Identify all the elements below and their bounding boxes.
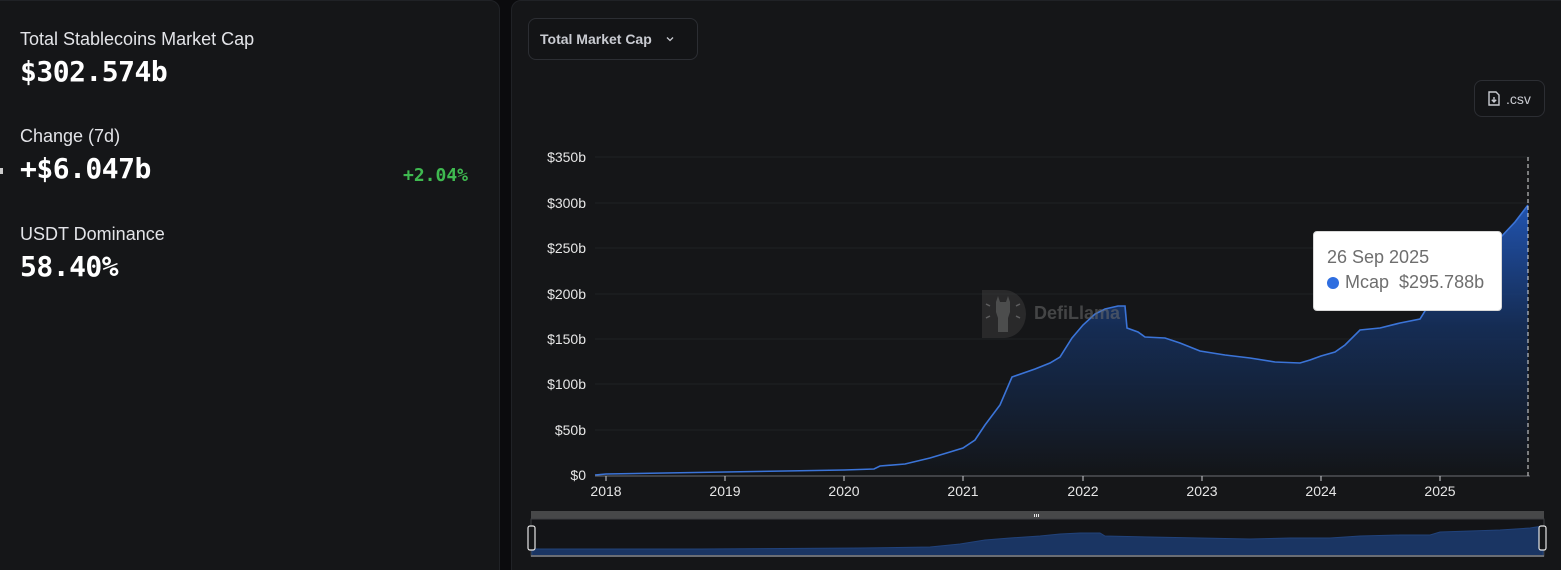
csv-label: .csv [1506,90,1531,107]
x-tick: 2022 [1067,483,1098,499]
y-tick: $300b [547,195,586,211]
tooltip-row: Mcap $295.788b [1327,272,1501,293]
mcap-line [594,204,1529,476]
stats-panel [0,0,500,570]
metric-select[interactable]: Total Market Cap [528,18,698,60]
usdt-dominance-label: USDT Dominance [20,224,165,244]
x-tick: 2024 [1305,483,1336,499]
tooltip-date: 26 Sep 2025 [1327,247,1430,267]
x-axis-ticks [605,476,1441,481]
total-mcap-label: Total Stablecoins Market Cap [20,29,255,49]
x-tick: 2021 [947,483,978,499]
y-tick: $0 [570,467,586,483]
tooltip-series-name: Mcap [1345,272,1390,292]
change-7d-value: +$6.047b [20,152,151,185]
watermark-text: DefiLlama [1034,302,1121,323]
tooltip-value: $295.788b [1399,272,1485,292]
slider-handle-left[interactable] [527,525,536,551]
y-tick: $250b [547,240,586,256]
range-slider[interactable] [527,511,1547,557]
change-7d-stat: Change (7d) +$6.047b [20,126,151,185]
total-mcap-value: $302.574b [20,55,168,88]
change-7d-label: Change (7d) [20,126,121,146]
x-tick: 2023 [1186,483,1217,499]
y-tick: $150b [547,331,586,347]
total-mcap-stat: Total Stablecoins Market Cap $302.574b [20,29,254,88]
x-tick: 2019 [709,483,740,499]
y-tick: $50b [555,422,586,438]
y-tick: $350b [547,149,586,165]
slider-handle-right[interactable] [1538,525,1547,551]
slider-top-bar[interactable] [531,511,1544,519]
chart-tooltip: 26 Sep 2025 Mcap $295.788b [1313,231,1502,311]
change-7d-percent: +2.04% [403,165,469,186]
usdt-dominance-value: 58.40% [20,250,119,283]
y-tick: $200b [547,286,586,302]
usdt-dominance-stat: USDT Dominance 58.40% [20,224,165,283]
x-tick: 2018 [590,483,621,499]
file-download-icon [1488,91,1500,106]
mcap-area [595,205,1528,475]
y-tick: $100b [547,376,586,392]
x-axis-labels: 2018 2019 2020 2021 2022 2023 2024 2025 [590,483,1455,499]
series-dot-icon [1327,276,1339,289]
download-csv-button[interactable]: .csv [1474,80,1545,117]
x-tick: 2020 [828,483,859,499]
chevron-down-icon [666,37,674,42]
slider-preview-area [531,525,1544,557]
collapse-handle[interactable] [0,168,3,174]
metric-select-label: Total Market Cap [540,31,652,47]
defillama-watermark: DefiLlama [980,288,1120,338]
llama-logo-icon [982,290,1026,338]
drag-grip-icon[interactable] [1034,514,1039,517]
x-tick: 2025 [1424,483,1455,499]
y-axis-labels: $350b $300b $250b $200b $150b $100b $50b… [547,149,586,483]
